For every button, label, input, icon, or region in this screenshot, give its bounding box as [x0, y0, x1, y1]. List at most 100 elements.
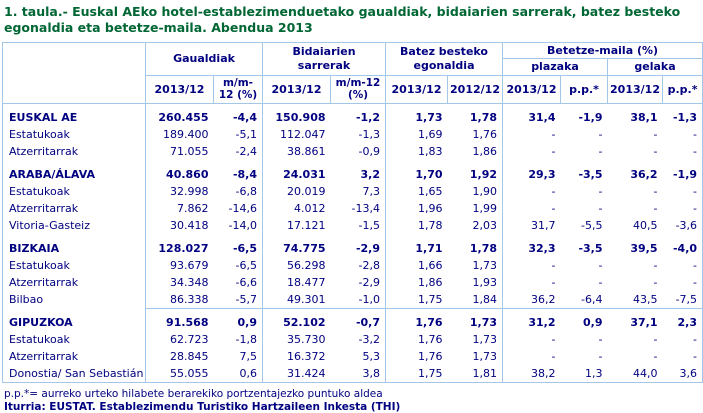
- value-cell: -: [502, 143, 561, 161]
- row-label: Vitoria-Gasteiz: [2, 217, 146, 235]
- value-cell: 31,4: [502, 103, 561, 127]
- value-cell: 31.424: [262, 365, 331, 383]
- value-cell: 40.860: [145, 160, 214, 184]
- column-header: 2013/12: [145, 74, 214, 104]
- value-cell: 7.862: [145, 200, 214, 218]
- value-cell: 1,76: [472, 128, 498, 142]
- value-cell: -5,7: [235, 293, 258, 307]
- value-cell: 28.845: [145, 348, 214, 366]
- value-cell: 24.031: [262, 160, 331, 184]
- value-cell: 260.455: [145, 103, 214, 127]
- value-cell: -5,1: [235, 128, 258, 142]
- value-cell: 1,96: [385, 200, 448, 218]
- value-cell: 18.477: [262, 274, 331, 292]
- table-row: Estatukoak 32.998 -6,8 20.019 7,3 1,65 1,90- - -…: [2, 183, 703, 201]
- value-cell: 1,86: [472, 145, 498, 159]
- table-row: Bilbao 86.338 -5,7 49.301 -1,0 1,75 1,84 36,2 -6…: [2, 291, 703, 309]
- value-cell: -: [653, 128, 658, 142]
- value-cell: -: [662, 126, 703, 144]
- value-cell: -: [502, 126, 561, 144]
- column-header: p.p.*: [662, 74, 703, 104]
- value-cell: 1,86: [385, 274, 448, 292]
- row-label: BIZKAIA: [2, 234, 146, 258]
- value-cell: 1,76: [385, 348, 448, 366]
- value-cell: 1,71: [385, 234, 448, 258]
- value-cell: 5,3: [362, 350, 381, 364]
- value-cell: 36,2: [630, 167, 658, 181]
- row-label: Atzerritarrak: [2, 200, 146, 218]
- column-header: 2013/12: [502, 74, 562, 104]
- value-cell: -: [598, 350, 603, 364]
- group-header-gaualdiak: Gaualdiak: [144, 41, 264, 76]
- column-header: 2012/12: [447, 74, 504, 104]
- value-cell: -: [662, 348, 703, 366]
- value-cell: 150.908: [262, 103, 331, 127]
- value-cell: 74.775: [262, 234, 331, 258]
- value-cell: -: [662, 200, 703, 218]
- value-cell: -: [662, 274, 703, 292]
- value-cell: -: [502, 348, 561, 366]
- value-cell: -: [502, 183, 561, 201]
- value-cell: -14,6: [228, 202, 258, 216]
- value-cell: 1,65: [385, 183, 448, 201]
- column-header: m/m-12 (%): [212, 74, 264, 104]
- table-row: ARABA/ÁLAVA 40.860 -8,4 24.031 3,2 1,70 1,92 29…: [2, 160, 703, 184]
- column-header: 2013/12: [262, 74, 332, 104]
- value-cell: -7,5: [662, 291, 703, 309]
- value-cell: -4,0: [662, 234, 703, 258]
- value-cell: -: [502, 331, 561, 349]
- value-cell: -: [598, 333, 603, 347]
- value-cell: -2,4: [235, 145, 258, 159]
- table-row: Atzerritarrak 71.055 -2,4 38.861 -0,9 1,83 1,8…: [2, 143, 703, 161]
- value-cell: -: [598, 202, 603, 216]
- value-cell: -1,9: [662, 160, 703, 184]
- value-cell: 38,2: [502, 365, 561, 383]
- value-cell: -: [662, 331, 703, 349]
- value-cell: -2,9: [355, 241, 381, 255]
- value-cell: 3,2: [360, 167, 381, 181]
- value-cell: 93.679: [145, 257, 214, 275]
- table-row: Estatukoak 62.723 -1,8 35.730 -3,2 1,76 1,73- -…: [2, 331, 703, 349]
- value-cell: -2,9: [358, 276, 381, 290]
- column-header: 2013/12: [385, 74, 449, 104]
- value-cell: 62.723: [145, 331, 214, 349]
- value-cell: -: [662, 143, 703, 161]
- value-cell: -3,5: [578, 241, 603, 255]
- value-cell: -1,3: [662, 103, 703, 127]
- table-row: Estatukoak 189.400 -5,1 112.047 -1,3 1,69 1,76…: [2, 126, 703, 144]
- table-row: EUSKAL AE 260.455 -4,4 150.908 -1,2 1,73 1,78 3…: [2, 103, 703, 127]
- value-cell: -14,0: [228, 219, 258, 233]
- value-cell: 49.301: [262, 291, 331, 309]
- value-cell: 0,9: [213, 307, 263, 332]
- table-body: EUSKAL AE 260.455 -4,4 150.908 -1,2 1,73 1,78 3…: [2, 103, 703, 383]
- value-cell: 1,73: [447, 307, 503, 332]
- value-cell: -1,9: [578, 111, 603, 125]
- value-cell: 44,0: [607, 365, 663, 383]
- value-cell: 1,81: [447, 365, 503, 383]
- value-cell: -6,4: [581, 293, 603, 307]
- value-cell: 29,3: [502, 160, 561, 184]
- value-cell: 3,8: [330, 365, 386, 383]
- value-cell: -3,2: [358, 333, 381, 347]
- value-cell: 3,6: [662, 365, 703, 383]
- corner-cell: [2, 41, 146, 104]
- value-cell: -1,0: [358, 293, 381, 307]
- value-cell: -1,3: [358, 128, 381, 142]
- group-header-bidaiarien-sarrerak: Bidaiarien sarrerak: [262, 41, 387, 76]
- value-cell: -6,5: [235, 259, 258, 273]
- value-cell: 1,99: [472, 202, 498, 216]
- value-cell: 37,1: [607, 307, 663, 332]
- value-cell: 1,78: [469, 241, 498, 255]
- table-row: Donostia/ San Sebastián 55.055 0,6 31.424 3,…: [2, 365, 703, 383]
- value-cell: 91.568: [145, 307, 214, 332]
- table-row: Atzerritarrak 34.348 -6,6 18.477 -2,9 1,86 1,9…: [2, 274, 703, 292]
- value-cell: 55.055: [145, 365, 214, 383]
- table-row: Atzerritarrak 28.845 7,5 16.372 5,3 1,76 1,73-…: [2, 348, 703, 366]
- value-cell: -: [598, 276, 603, 290]
- value-cell: -0,9: [358, 145, 381, 159]
- footnote-source: Iturria: EUSTAT. Establezimendu Turistik…: [4, 400, 401, 413]
- value-cell: 1,66: [385, 257, 448, 275]
- value-cell: 0,6: [213, 365, 263, 383]
- value-cell: 32,3: [502, 234, 561, 258]
- value-cell: 1,84: [472, 293, 498, 307]
